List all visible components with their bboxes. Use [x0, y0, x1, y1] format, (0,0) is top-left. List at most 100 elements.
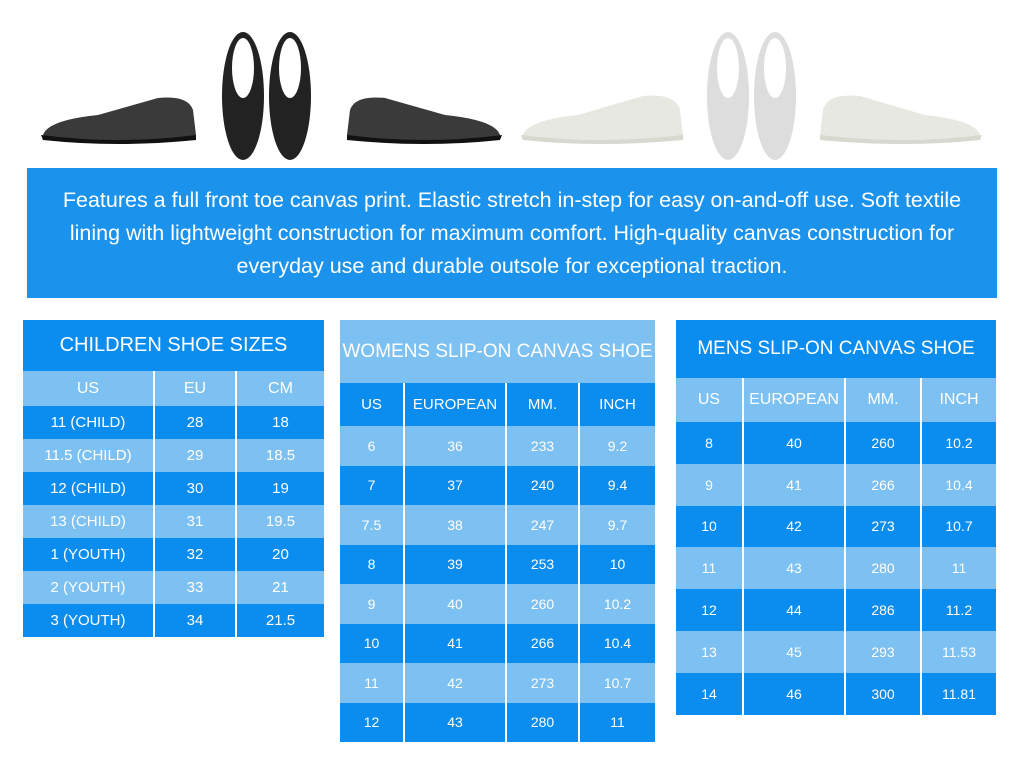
table-row: 3 (YOUTH) 34 21.5 — [23, 604, 324, 637]
table-cell: 19.5 — [235, 505, 324, 538]
table-row: 11 (CHILD) 28 18 — [23, 406, 324, 439]
table-cell: 33 — [153, 571, 236, 604]
table-row: 10 41 266 10.4 — [340, 623, 655, 663]
table-cell: 10.2 — [578, 584, 655, 624]
table-cell: 42 — [742, 505, 845, 548]
table-cell: 10 — [578, 544, 655, 584]
table-cell: 10.4 — [920, 463, 996, 506]
column-header: EUROPEAN — [742, 378, 845, 422]
table-row: 9 40 260 10.2 — [340, 584, 655, 624]
table-cell: 280 — [505, 702, 579, 742]
table-cell: 46 — [742, 672, 845, 715]
table-cell: 253 — [505, 544, 579, 584]
table-cell: 11 — [701, 560, 717, 577]
column-header: MM. — [505, 383, 579, 426]
table-cell: 11.81 — [920, 672, 996, 715]
table-cell: 11 — [364, 674, 379, 691]
table-cell: 29 — [153, 439, 236, 472]
table-cell: 11 — [578, 702, 655, 742]
table-cell: 45 — [742, 630, 845, 673]
table-cell: 273 — [505, 663, 579, 703]
table-title: MENS SLIP-ON CANVAS SHOE — [676, 320, 996, 378]
column-header: INCH — [578, 383, 655, 426]
table-cell: 19 — [235, 472, 324, 505]
table-cell: 42 — [403, 663, 506, 703]
table-cell: 40 — [742, 422, 845, 464]
table-cell: 37 — [403, 465, 506, 505]
table-row: 1 (YOUTH) 32 20 — [23, 538, 324, 571]
table-row: 12 44 286 11.2 — [676, 589, 996, 631]
table-title: WOMENS SLIP-ON CANVAS SHOE — [340, 320, 655, 383]
column-header: CM — [235, 371, 324, 406]
table-row: 7.5 38 247 9.7 — [340, 505, 655, 545]
children-size-table: CHILDREN SHOE SIZES US EU CM 11 (CHILD) 2… — [23, 320, 324, 637]
table-cell: 9.2 — [578, 426, 655, 466]
table-row: 8 40 260 10.2 — [676, 422, 996, 464]
table-cell: 8 — [705, 434, 713, 451]
table-cell: 247 — [505, 505, 579, 545]
column-header: INCH — [920, 378, 996, 422]
mens-size-table: MENS SLIP-ON CANVAS SHOE US EUROPEAN MM.… — [676, 320, 996, 715]
black-shoe-side-image — [347, 97, 502, 144]
table-cell: 7.5 — [361, 516, 382, 533]
table-row: 11 43 280 11 — [676, 547, 996, 590]
table-cell: 266 — [505, 623, 579, 663]
table-cell: 43 — [403, 702, 506, 742]
table-cell: 300 — [844, 672, 921, 715]
table-row: 12 43 280 11 — [340, 702, 655, 742]
column-header: MM. — [844, 378, 921, 422]
table-cell: 30 — [153, 472, 236, 505]
table-cell: 34 — [153, 604, 236, 637]
table-cell: 12 — [363, 714, 380, 731]
table-cell: 12 (CHILD) — [50, 480, 126, 497]
table-row: 11.5 (CHILD) 29 18.5 — [23, 439, 324, 472]
column-header: US — [76, 379, 100, 397]
table-row: 14 46 300 11.81 — [676, 672, 996, 715]
table-cell: 293 — [844, 630, 921, 673]
table-cell: 11.2 — [920, 589, 996, 631]
table-cell: 13 — [701, 643, 717, 660]
table-header-row: US EUROPEAN MM. INCH — [340, 383, 655, 426]
table-cell: 32 — [153, 538, 236, 571]
black-shoe-top-image — [222, 32, 311, 160]
table-cell: 11 — [920, 547, 996, 590]
table-row: 13 45 293 11.53 — [676, 630, 996, 673]
table-row: 10 42 273 10.7 — [676, 505, 996, 548]
table-header-row: US EU CM — [23, 371, 324, 406]
white-shoe-side-image — [521, 95, 683, 144]
table-cell: 260 — [505, 584, 579, 624]
table-cell: 240 — [505, 465, 579, 505]
table-cell: 3 (YOUTH) — [50, 612, 126, 629]
table-cell: 280 — [844, 547, 921, 590]
table-cell: 18.5 — [235, 439, 324, 472]
white-shoe-top-image — [707, 32, 796, 160]
table-cell: 18 — [235, 406, 324, 439]
womens-size-table: WOMENS SLIP-ON CANVAS SHOE US EUROPEAN M… — [340, 320, 655, 742]
table-cell: 44 — [742, 589, 845, 631]
table-cell: 40 — [403, 584, 506, 624]
table-cell: 41 — [742, 463, 845, 506]
table-cell: 9 — [367, 595, 376, 612]
table-cell: 7 — [367, 477, 376, 494]
table-cell: 273 — [844, 505, 921, 548]
table-row: 7 37 240 9.4 — [340, 465, 655, 505]
table-cell: 2 (YOUTH) — [50, 579, 126, 596]
table-cell: 286 — [844, 589, 921, 631]
table-cell: 38 — [403, 505, 506, 545]
table-row: 13 (CHILD) 31 19.5 — [23, 505, 324, 538]
black-shoe-side-image — [41, 97, 196, 144]
column-header: US — [361, 396, 382, 413]
table-cell: 233 — [505, 426, 579, 466]
table-cell: 10.2 — [920, 422, 996, 464]
table-cell: 8 — [367, 556, 376, 573]
table-cell: 9.7 — [578, 505, 655, 545]
table-cell: 10.7 — [578, 663, 655, 703]
table-cell: 1 (YOUTH) — [50, 546, 126, 563]
table-cell: 20 — [235, 538, 324, 571]
table-cell: 13 (CHILD) — [50, 513, 126, 530]
table-row: 11 42 273 10.7 — [340, 663, 655, 703]
table-cell: 43 — [742, 547, 845, 590]
column-header: EU — [153, 371, 236, 406]
table-cell: 9.4 — [578, 465, 655, 505]
